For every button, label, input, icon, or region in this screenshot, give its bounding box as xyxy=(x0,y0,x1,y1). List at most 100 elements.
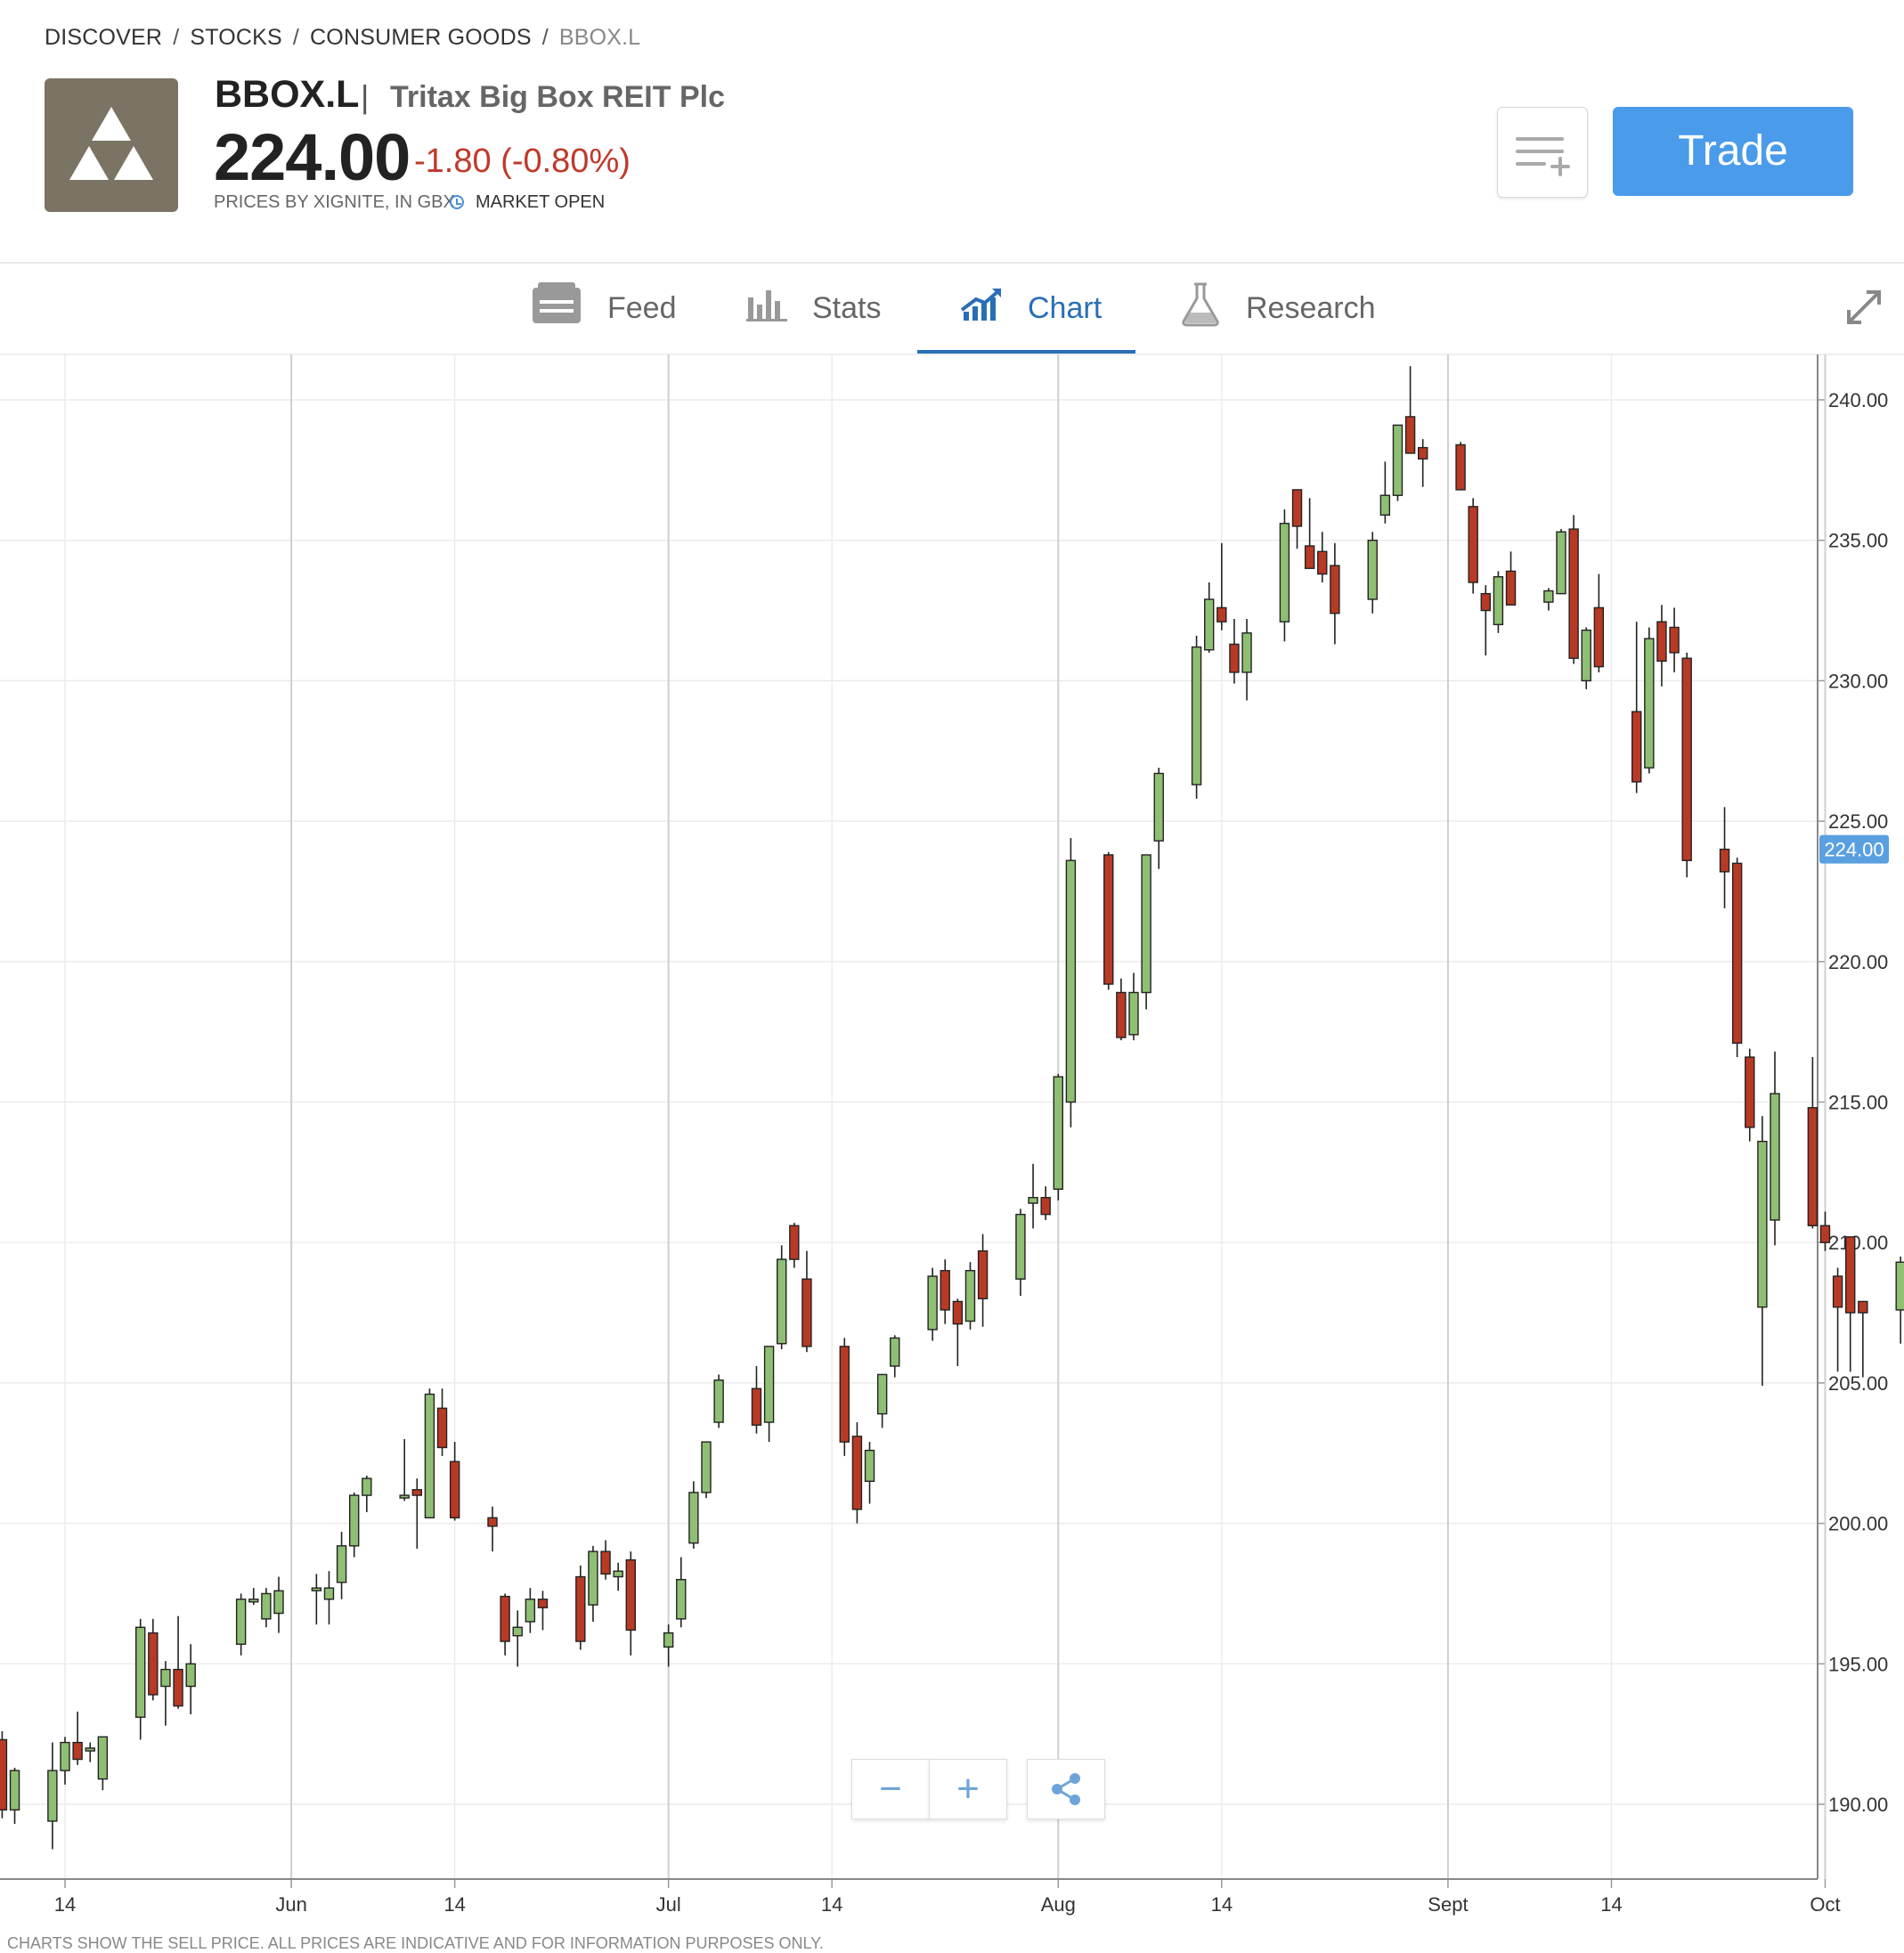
candle-body xyxy=(1593,606,1605,668)
tab-chart[interactable]: Chart xyxy=(960,264,1102,353)
candle-body xyxy=(663,1632,674,1648)
candle-body xyxy=(1279,523,1290,623)
candle-body xyxy=(1204,598,1215,651)
y-tick-label: 200.00 xyxy=(1828,1513,1888,1535)
x-tick-label: Sept xyxy=(1428,1893,1468,1916)
candle-body xyxy=(1191,646,1202,785)
candle-body xyxy=(1807,1107,1819,1226)
breadcrumb-separator: / xyxy=(541,25,549,50)
chart-disclaimer: CHARTS SHOW THE SELL PRICE. ALL PRICES A… xyxy=(7,1934,824,1952)
tabs-divider xyxy=(0,354,1904,355)
last-price-marker xyxy=(1819,834,1889,864)
candle-body xyxy=(952,1300,964,1325)
candle-body xyxy=(701,1441,712,1493)
candle-body xyxy=(160,1668,171,1688)
expand-icon[interactable] xyxy=(1843,287,1884,332)
y-tick-label: 190.00 xyxy=(1828,1794,1888,1816)
candle-body xyxy=(0,1738,8,1811)
breadcrumb-stocks[interactable]: STOCKS xyxy=(190,25,282,50)
x-tick-label: 14 xyxy=(821,1893,842,1916)
y-tick-label: 210.00 xyxy=(1828,1232,1888,1254)
candle-body xyxy=(940,1270,950,1311)
candle-body xyxy=(148,1632,159,1696)
tab-feed[interactable]: Feed xyxy=(531,264,677,353)
candle-body xyxy=(349,1494,360,1547)
candle-body xyxy=(1216,606,1227,623)
candle-body xyxy=(500,1595,510,1642)
candle-body xyxy=(1832,1275,1843,1308)
add-to-list-icon xyxy=(1516,137,1570,176)
header-divider xyxy=(0,262,1904,264)
candle-body xyxy=(600,1550,611,1575)
candle-body xyxy=(487,1517,498,1527)
breadcrumb-consumer-goods[interactable]: CONSUMER GOODS xyxy=(310,25,532,50)
candle-body xyxy=(1656,621,1667,663)
candle-body xyxy=(1392,424,1404,496)
candle-body xyxy=(449,1461,460,1518)
candle-body xyxy=(1103,854,1114,985)
candle-body xyxy=(135,1626,146,1718)
y-tick-label: 230.00 xyxy=(1828,670,1888,692)
candle-body xyxy=(763,1346,775,1423)
candle-body xyxy=(1556,531,1566,595)
title-separator: | xyxy=(361,78,370,115)
candle-body xyxy=(1568,528,1579,659)
tab-chart-label: Chart xyxy=(1028,290,1103,325)
tab-research[interactable]: Research xyxy=(1180,264,1376,353)
candle-body xyxy=(1367,540,1378,600)
candle-body xyxy=(1581,629,1591,682)
candlestick-chart[interactable]: 190.00 195.00 200.00 205.00 210.00 215.00 220.… xyxy=(0,354,1904,1934)
candle-body xyxy=(1631,711,1642,783)
candle-body xyxy=(323,1587,335,1600)
candle-body xyxy=(1858,1300,1868,1314)
candle-body xyxy=(72,1741,83,1761)
instrument-logo xyxy=(45,78,178,212)
stats-icon xyxy=(746,287,787,330)
candle-body xyxy=(261,1592,272,1620)
x-tick-label: Jun xyxy=(275,1893,306,1916)
candle-body xyxy=(676,1578,687,1620)
candle-body xyxy=(1330,565,1340,614)
zoom-in-button[interactable]: + xyxy=(929,1759,1007,1819)
price-change: -1.80 (-0.80%) xyxy=(414,142,631,180)
candle-body xyxy=(362,1477,372,1496)
candle-body xyxy=(1028,1197,1038,1204)
candle-body xyxy=(1480,592,1491,612)
candle-body xyxy=(964,1270,976,1322)
active-tab-indicator xyxy=(917,350,1135,354)
y-tick-label: 225.00 xyxy=(1828,810,1888,833)
market-status: MARKET OPEN xyxy=(476,192,606,212)
x-tick-label: 14 xyxy=(54,1893,76,1916)
trade-button[interactable]: Trade xyxy=(1613,107,1853,196)
candle-body xyxy=(1543,590,1554,603)
clock-icon xyxy=(450,195,464,209)
price-source: PRICES BY XIGNITE, IN GBX xyxy=(214,192,455,212)
add-to-watchlist-button[interactable] xyxy=(1497,107,1588,198)
candle-body xyxy=(60,1741,70,1771)
candle-body xyxy=(1304,545,1315,569)
candle-body xyxy=(1153,772,1164,842)
company-name: Tritax Big Box REIT Plc xyxy=(390,80,725,114)
candle-body xyxy=(688,1492,699,1544)
candle-body xyxy=(1493,576,1504,626)
candle-body xyxy=(1418,446,1428,460)
tab-stats[interactable]: Stats xyxy=(746,264,881,353)
y-tick-label: 205.00 xyxy=(1828,1372,1888,1395)
candle-body xyxy=(185,1663,196,1688)
candle-body xyxy=(525,1599,536,1623)
candle-body xyxy=(336,1545,347,1583)
candle-body xyxy=(890,1337,900,1367)
candle-body xyxy=(248,1599,259,1603)
candle-body xyxy=(424,1393,435,1518)
candle-body xyxy=(789,1225,800,1260)
tab-stats-label: Stats xyxy=(812,290,882,325)
breadcrumb: DISCOVER / STOCKS / CONSUMER GOODS / BBOX.L xyxy=(45,25,640,51)
breadcrumb-discover[interactable]: DISCOVER xyxy=(45,25,163,50)
candle-body xyxy=(1116,991,1127,1038)
candle-body xyxy=(47,1770,58,1822)
candle-body xyxy=(1468,506,1478,583)
candle-body xyxy=(173,1668,183,1707)
share-button[interactable] xyxy=(1027,1759,1105,1819)
zoom-out-button[interactable]: − xyxy=(851,1759,930,1819)
candle-body xyxy=(1719,848,1730,873)
